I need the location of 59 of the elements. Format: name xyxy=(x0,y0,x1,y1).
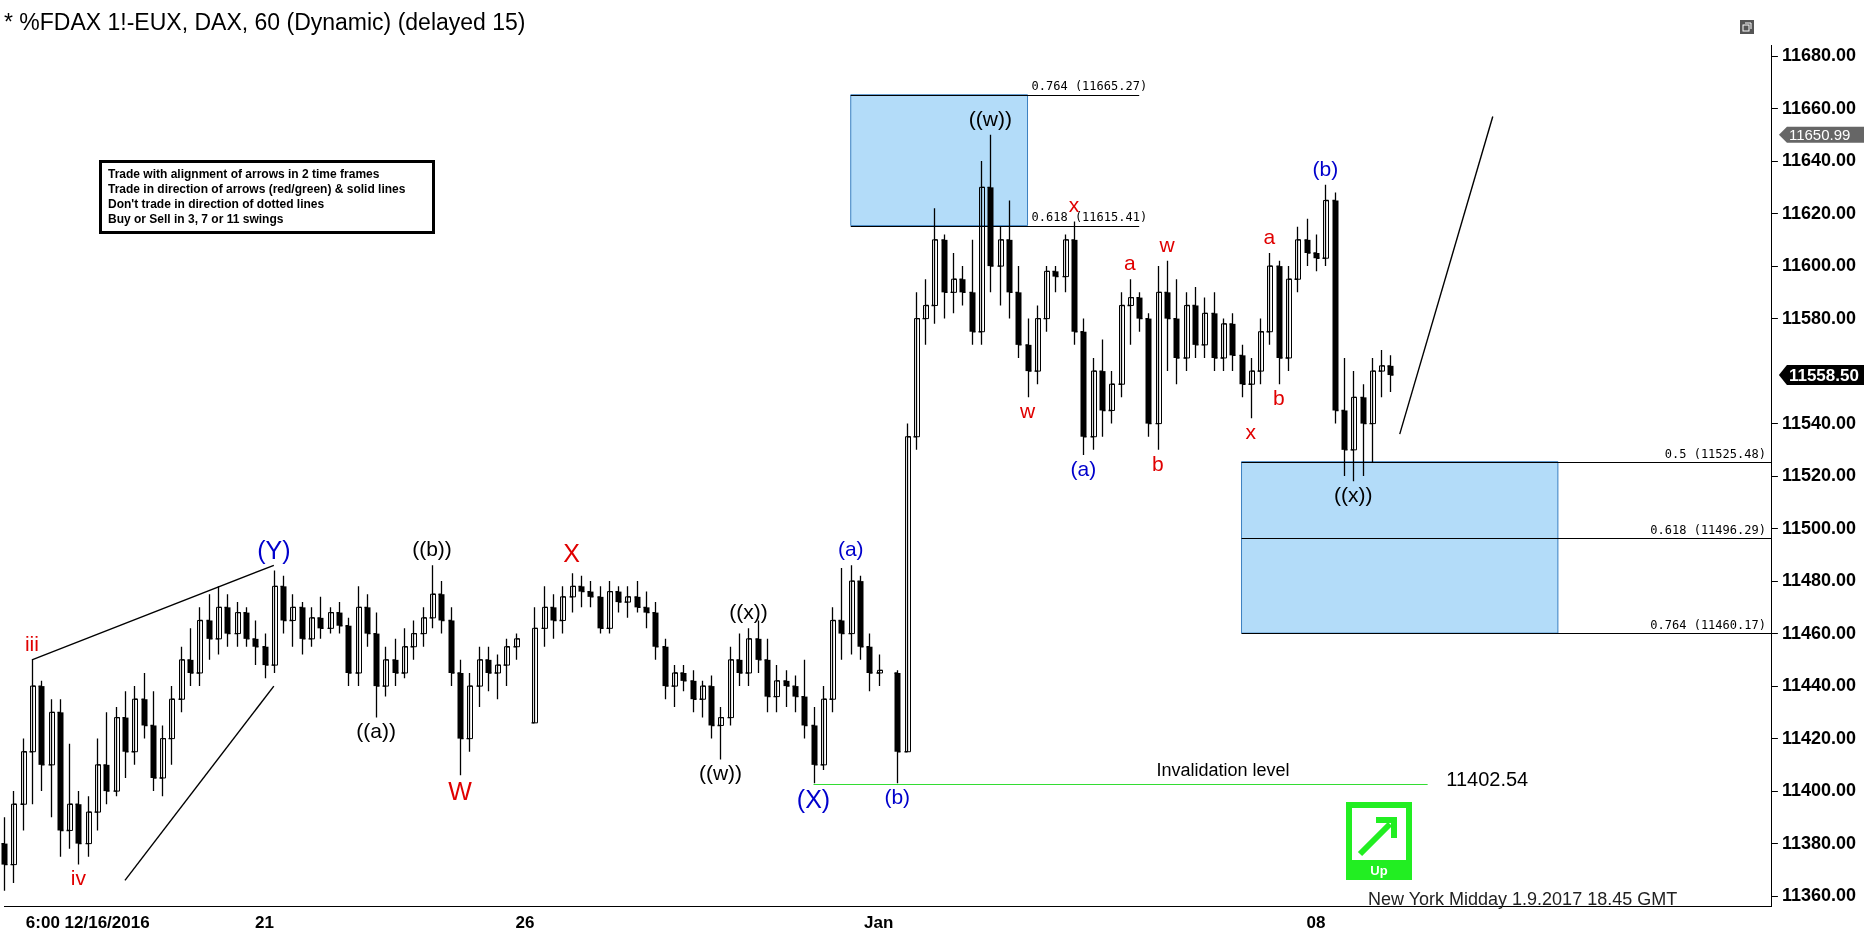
x-tick-label: 6:00 12/16/2016 xyxy=(25,913,150,933)
ref-line-label: 0.764 (11665.27) xyxy=(1031,78,1148,93)
annotation: x xyxy=(1245,420,1257,444)
y-tick-label: 11460.00 xyxy=(1781,622,1857,643)
annotation: New York Midday 1.9.2017 18.45 GMT xyxy=(1368,889,1678,910)
ref-line-label: 0.5 (11525.48) xyxy=(1664,446,1766,461)
y-tick-label: 11540.00 xyxy=(1781,412,1857,433)
y-tick-label: 11680.00 xyxy=(1781,45,1857,66)
y-tick-label: 11520.00 xyxy=(1781,465,1857,486)
y-tick-label: 11660.00 xyxy=(1781,97,1857,118)
annotation: iii xyxy=(24,631,39,655)
annotation: a xyxy=(1263,224,1276,248)
annotation: Don't trade in direction of dotted lines xyxy=(108,197,326,212)
y-tick-label: 11360.00 xyxy=(1781,885,1857,906)
annotation: Buy or Sell in 3, 7 or 11 swings xyxy=(108,212,285,227)
y-tick-label: 11620.00 xyxy=(1781,202,1857,223)
annotation: Up xyxy=(1370,863,1388,878)
annotation: (Y) xyxy=(257,536,291,565)
text: 11650.99 xyxy=(1788,125,1851,143)
annotation: W xyxy=(448,777,473,806)
y-tick-label: 11420.00 xyxy=(1781,727,1857,748)
annotation: w xyxy=(1018,399,1036,423)
y-tick-label: 11380.00 xyxy=(1781,832,1857,853)
annotation: 11402.54 xyxy=(1446,767,1529,790)
ref-line-label: 0.618 (11496.29) xyxy=(1650,522,1766,537)
annotation: X xyxy=(563,539,581,568)
annotation: b xyxy=(1272,386,1285,410)
x-tick-label: Jan xyxy=(864,913,894,933)
annotation: ((b)) xyxy=(412,537,452,561)
x-tick-label: 21 xyxy=(255,913,274,933)
y-tick-label: 11600.00 xyxy=(1781,255,1857,276)
annotation: ((w)) xyxy=(698,761,743,785)
annotation: ((w)) xyxy=(968,106,1012,130)
annotation: (b) xyxy=(1312,156,1339,180)
y-tick-label: 11500.00 xyxy=(1781,517,1857,538)
annotation: b xyxy=(1151,451,1164,475)
y-tick-label: 11580.00 xyxy=(1781,307,1857,328)
annotation: ((a)) xyxy=(356,719,397,743)
annotation: (a) xyxy=(837,537,864,561)
annotation: ((x)) xyxy=(729,600,768,624)
annotation: iv xyxy=(70,866,87,890)
annotation: ((x)) xyxy=(1333,483,1373,507)
x-tick-label: 26 xyxy=(515,913,535,933)
annotation: (X) xyxy=(796,785,831,814)
chart-title: * %FDAX 1!-EUX, DAX, 60 (Dynamic) (delayed 15) xyxy=(4,9,526,36)
text: 11558.50 xyxy=(1788,365,1859,385)
y-tick-label: 11400.00 xyxy=(1781,780,1857,801)
annotation: (a) xyxy=(1070,456,1097,480)
annotation: (b) xyxy=(884,785,911,809)
annotation: a xyxy=(1124,251,1137,275)
y-tick-label: 11440.00 xyxy=(1781,675,1857,696)
ref-line-label: 0.764 (11460.17) xyxy=(1650,617,1766,632)
y-tick-label: 11640.00 xyxy=(1781,150,1857,171)
annotation: w xyxy=(1158,232,1176,256)
y-tick-label: 11480.00 xyxy=(1781,570,1857,591)
ref-line-label: Invalidation level xyxy=(1156,760,1290,781)
annotation: Trade in direction of arrows (red/green) & solid lines xyxy=(108,182,407,197)
annotation: Trade with alignment of arrows in 2 time frames xyxy=(108,167,381,182)
x-tick-label: 08 xyxy=(1306,913,1326,933)
